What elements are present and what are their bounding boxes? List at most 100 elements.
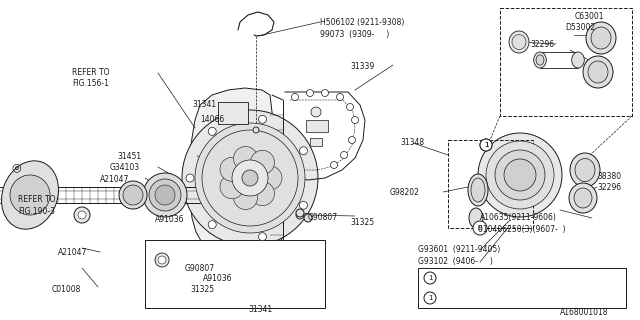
Ellipse shape xyxy=(509,31,529,53)
Text: 31325: 31325 xyxy=(350,218,374,227)
Bar xyxy=(418,268,626,308)
Circle shape xyxy=(253,127,259,133)
Circle shape xyxy=(258,166,282,190)
Ellipse shape xyxy=(574,188,592,208)
Text: A91036: A91036 xyxy=(203,274,232,283)
Circle shape xyxy=(478,133,562,217)
Bar xyxy=(218,102,248,124)
Ellipse shape xyxy=(591,27,611,49)
Bar xyxy=(310,138,322,146)
Text: 1: 1 xyxy=(484,142,488,148)
Circle shape xyxy=(208,127,216,135)
Text: G75201: G75201 xyxy=(446,275,476,284)
Ellipse shape xyxy=(512,35,526,50)
Bar xyxy=(306,120,328,132)
Ellipse shape xyxy=(471,178,485,202)
Text: 31451: 31451 xyxy=(117,152,141,161)
Text: G75202: G75202 xyxy=(446,294,476,303)
Circle shape xyxy=(155,185,175,205)
Bar xyxy=(145,240,325,308)
Circle shape xyxy=(330,162,337,169)
Circle shape xyxy=(473,221,487,235)
Ellipse shape xyxy=(583,56,613,88)
Text: 31341: 31341 xyxy=(248,305,272,314)
Ellipse shape xyxy=(570,153,600,187)
Circle shape xyxy=(234,186,257,210)
Text: G98202: G98202 xyxy=(390,188,420,197)
Circle shape xyxy=(234,147,257,171)
Text: <9702-     >: <9702- > xyxy=(498,294,545,303)
Circle shape xyxy=(195,123,305,233)
Text: 31339: 31339 xyxy=(350,62,374,71)
Ellipse shape xyxy=(572,52,584,68)
Bar xyxy=(500,8,632,116)
Text: A168001018: A168001018 xyxy=(560,308,609,317)
Text: 32296: 32296 xyxy=(597,183,621,192)
Text: 31325: 31325 xyxy=(190,285,214,294)
Text: D53002: D53002 xyxy=(565,23,595,32)
Circle shape xyxy=(242,170,258,186)
Circle shape xyxy=(300,201,307,209)
Circle shape xyxy=(155,253,169,267)
Circle shape xyxy=(220,157,244,181)
Text: B: B xyxy=(477,225,483,231)
Bar xyxy=(448,140,533,228)
Circle shape xyxy=(123,185,143,205)
Circle shape xyxy=(424,272,436,284)
Circle shape xyxy=(250,150,275,174)
Circle shape xyxy=(10,175,50,215)
Text: 31348: 31348 xyxy=(400,138,424,147)
Ellipse shape xyxy=(569,183,597,213)
Circle shape xyxy=(250,182,275,206)
Ellipse shape xyxy=(468,174,488,206)
Text: 14066: 14066 xyxy=(200,115,224,124)
Text: REFER TO: REFER TO xyxy=(18,195,56,204)
Ellipse shape xyxy=(575,158,595,181)
Text: 31341: 31341 xyxy=(192,100,216,109)
Text: C63001: C63001 xyxy=(575,12,605,21)
Ellipse shape xyxy=(469,208,483,228)
Circle shape xyxy=(259,115,266,123)
Circle shape xyxy=(321,90,328,97)
Text: 38380: 38380 xyxy=(597,172,621,181)
Ellipse shape xyxy=(586,22,616,54)
Ellipse shape xyxy=(534,52,547,68)
Text: G90807: G90807 xyxy=(308,213,338,222)
Circle shape xyxy=(300,147,307,155)
Circle shape xyxy=(351,116,358,124)
Text: G93102  (9406-     ): G93102 (9406- ) xyxy=(418,257,493,266)
Circle shape xyxy=(220,175,244,199)
Circle shape xyxy=(495,150,545,200)
Circle shape xyxy=(486,141,554,209)
Text: 99073  (9309-     ): 99073 (9309- ) xyxy=(320,30,389,39)
Text: H506102 (9211-9308): H506102 (9211-9308) xyxy=(320,18,404,27)
Text: FIG.190-3: FIG.190-3 xyxy=(18,207,55,216)
Circle shape xyxy=(340,151,348,158)
Ellipse shape xyxy=(588,61,608,83)
Circle shape xyxy=(424,292,436,304)
Circle shape xyxy=(208,220,216,228)
Text: 010406250(3)(9607-  ): 010406250(3)(9607- ) xyxy=(478,225,566,234)
Ellipse shape xyxy=(536,55,544,65)
Text: A91036: A91036 xyxy=(155,215,184,224)
Text: ◎: ◎ xyxy=(11,162,21,172)
Circle shape xyxy=(480,139,492,151)
Circle shape xyxy=(504,159,536,191)
Text: C01008: C01008 xyxy=(52,285,81,294)
Ellipse shape xyxy=(1,161,58,229)
Circle shape xyxy=(78,211,86,219)
Text: REFER TO: REFER TO xyxy=(72,68,109,77)
Circle shape xyxy=(259,233,266,241)
Text: 1: 1 xyxy=(428,275,432,281)
Text: A10635(9211-9606): A10635(9211-9606) xyxy=(480,213,557,222)
Text: G34103: G34103 xyxy=(110,163,140,172)
Text: 1: 1 xyxy=(484,142,488,148)
Circle shape xyxy=(182,110,318,246)
Text: A21047: A21047 xyxy=(100,175,129,184)
Circle shape xyxy=(143,173,187,217)
Circle shape xyxy=(304,214,312,222)
Circle shape xyxy=(296,211,304,219)
Circle shape xyxy=(186,174,194,182)
Circle shape xyxy=(74,207,90,223)
Circle shape xyxy=(346,103,353,110)
